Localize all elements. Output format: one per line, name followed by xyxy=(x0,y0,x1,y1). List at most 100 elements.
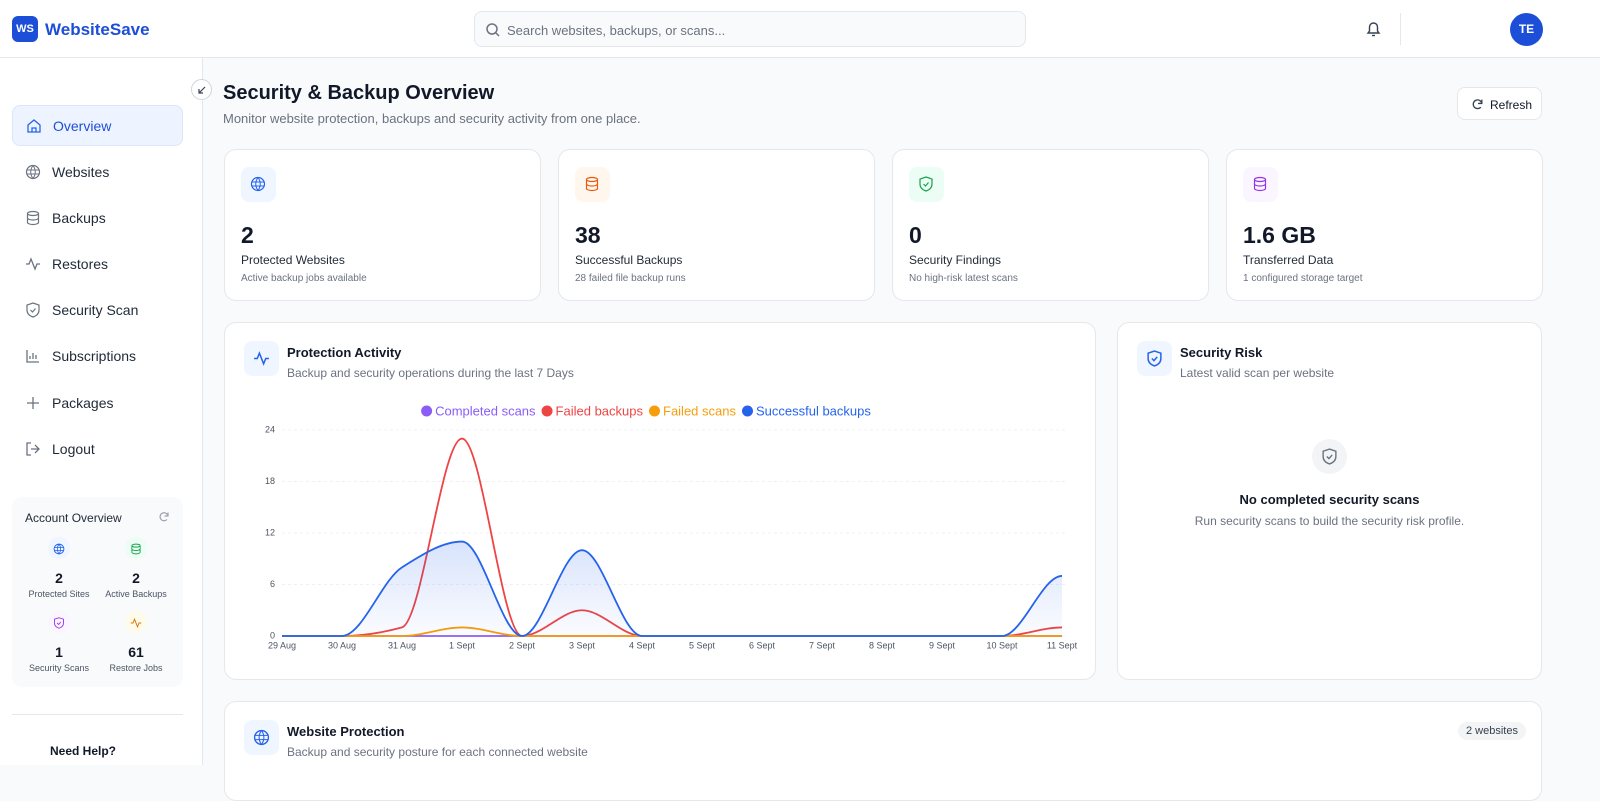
series-area xyxy=(282,541,1062,636)
empty-icon xyxy=(1312,439,1347,474)
page-subtitle: Monitor website protection, backups and … xyxy=(223,111,641,126)
nav-label: Packages xyxy=(52,395,114,411)
search-placeholder: Search websites, backups, or scans... xyxy=(507,23,726,38)
card-value: 1.6 GB xyxy=(1243,222,1316,248)
card-label: Transferred Data xyxy=(1243,253,1334,267)
stat-card: 1.6 GB Transferred Data 1 configured stora… xyxy=(1226,149,1543,301)
x-tick-label: 3 Sept xyxy=(569,640,596,650)
search-box[interactable]: Search websites, backups, or scans... xyxy=(474,11,1026,47)
nav-item[interactable]: Backups xyxy=(12,198,183,239)
nav-label: Security Scan xyxy=(52,302,139,318)
bell-icon[interactable] xyxy=(1365,20,1382,38)
nav-label: Logout xyxy=(52,441,95,457)
refresh-icon[interactable] xyxy=(158,511,170,523)
x-tick-label: 2 Sept xyxy=(509,640,536,650)
stat-card: 38 Successful Backups 28 failed file backu… xyxy=(558,149,875,301)
nav-label: Restores xyxy=(52,256,109,272)
card-value: 38 xyxy=(575,222,601,248)
nav-item[interactable]: Security Scan xyxy=(12,290,183,331)
brand-name[interactable]: WebsiteSave xyxy=(45,20,150,39)
legend-marker xyxy=(741,405,753,417)
account-overview: Account Overview 2 Protected Sites 2 Active… xyxy=(12,497,183,687)
y-tick-label: 0 xyxy=(270,630,275,640)
chart-subtitle: Backup and security operations during th… xyxy=(287,366,574,380)
risk-subtitle: Latest valid scan per website xyxy=(1180,366,1335,380)
nav-label: Backups xyxy=(52,210,106,226)
x-tick-label: 30 Aug xyxy=(328,640,356,650)
stat-label: Protected Sites xyxy=(28,589,90,599)
logo[interactable]: WS xyxy=(12,16,38,42)
card-value: 0 xyxy=(909,222,922,248)
card-label: Security Findings xyxy=(909,253,1002,267)
chart-card: Protection Activity Backup and security … xyxy=(224,322,1096,680)
legend-marker xyxy=(649,405,661,417)
protection-subtitle: Backup and security posture for each con… xyxy=(287,745,588,759)
page: WS WebsiteSave Search websites, backups,… xyxy=(0,11,1600,801)
legend-label: Successful backups xyxy=(756,403,871,418)
protection-title: Website Protection xyxy=(287,724,405,739)
stat-icon xyxy=(125,537,147,559)
nav-item[interactable]: Overview xyxy=(12,105,183,146)
y-tick-label: 12 xyxy=(265,527,275,537)
empty-text: Run security scans to build the security… xyxy=(1194,514,1465,528)
security-risk-card: Security Risk Latest valid scan per webs… xyxy=(1117,322,1542,680)
help-title: Need Help? xyxy=(50,744,117,758)
legend-label: Failed backups xyxy=(556,403,644,418)
x-tick-label: 10 Sept xyxy=(986,640,1018,650)
x-tick-label: 8 Sept xyxy=(869,640,896,650)
collapse-button[interactable] xyxy=(191,79,212,100)
risk-title: Security Risk xyxy=(1180,345,1263,360)
stat-icon xyxy=(125,611,147,633)
x-tick-label: 1 Sept xyxy=(449,640,476,650)
page-title: Security & Backup Overview xyxy=(223,82,495,104)
nav-item[interactable]: Logout xyxy=(12,429,183,470)
stat-value: 2 xyxy=(55,570,63,586)
search-icon xyxy=(486,23,500,37)
y-tick-label: 24 xyxy=(265,424,275,434)
chart: 0 6 12 18 24 29 Aug 30 Aug 31 Aug 1 Sept 2 Sept 3 … xyxy=(265,403,1078,650)
nav-item[interactable]: Restores xyxy=(12,244,183,285)
globe-icon xyxy=(244,720,279,755)
x-tick-label: 7 Sept xyxy=(809,640,836,650)
stat-label: Restore Jobs xyxy=(109,663,163,673)
avatar[interactable]: TE xyxy=(1510,13,1543,46)
stat-card: 2 Protected Websites Active backup jobs av… xyxy=(224,149,541,301)
empty-title: No completed security scans xyxy=(1239,492,1420,507)
card-note: 1 configured storage target xyxy=(1243,273,1363,284)
x-tick-label: 11 Sept xyxy=(1047,640,1078,650)
stat-card: 0 Security Findings No high-risk latest sc… xyxy=(892,149,1209,301)
x-tick-label: 9 Sept xyxy=(929,640,956,650)
card-note: 28 failed file backup runs xyxy=(575,273,686,284)
stat-value: 61 xyxy=(128,644,144,660)
nav-item[interactable]: Websites xyxy=(12,152,183,193)
refresh-button[interactable]: Refresh xyxy=(1457,87,1542,120)
nav-label: Websites xyxy=(52,164,110,180)
card-label: Successful Backups xyxy=(575,253,683,267)
card-note: Active backup jobs available xyxy=(241,273,367,284)
website-protection-card: Website Protection Backup and security p… xyxy=(224,701,1542,801)
nav-label: Subscriptions xyxy=(52,348,137,364)
x-tick-label: 29 Aug xyxy=(268,640,296,650)
chart-title: Protection Activity xyxy=(287,345,402,360)
stat-label: Security Scans xyxy=(28,663,90,673)
card-icon xyxy=(909,167,944,202)
divider xyxy=(12,714,183,715)
account-title: Account Overview xyxy=(25,511,122,525)
card-label: Protected Websites xyxy=(241,253,345,267)
series-line xyxy=(282,540,1063,637)
refresh-label: Refresh xyxy=(1490,98,1533,112)
nav-item[interactable]: Subscriptions xyxy=(12,336,183,377)
card-value: 2 xyxy=(241,222,254,248)
stat-icon xyxy=(48,611,70,633)
nav-item[interactable]: Packages xyxy=(12,383,183,424)
y-tick-label: 6 xyxy=(270,579,275,589)
x-tick-label: 6 Sept xyxy=(749,640,776,650)
chart-icon xyxy=(244,341,279,376)
y-tick-label: 18 xyxy=(265,476,275,486)
legend-marker xyxy=(541,405,553,417)
stat-label: Active Backups xyxy=(105,589,167,599)
nav-label: Overview xyxy=(53,118,112,134)
legend-marker xyxy=(421,405,433,417)
card-note: No high-risk latest scans xyxy=(909,273,1018,284)
card-icon xyxy=(1243,167,1278,202)
